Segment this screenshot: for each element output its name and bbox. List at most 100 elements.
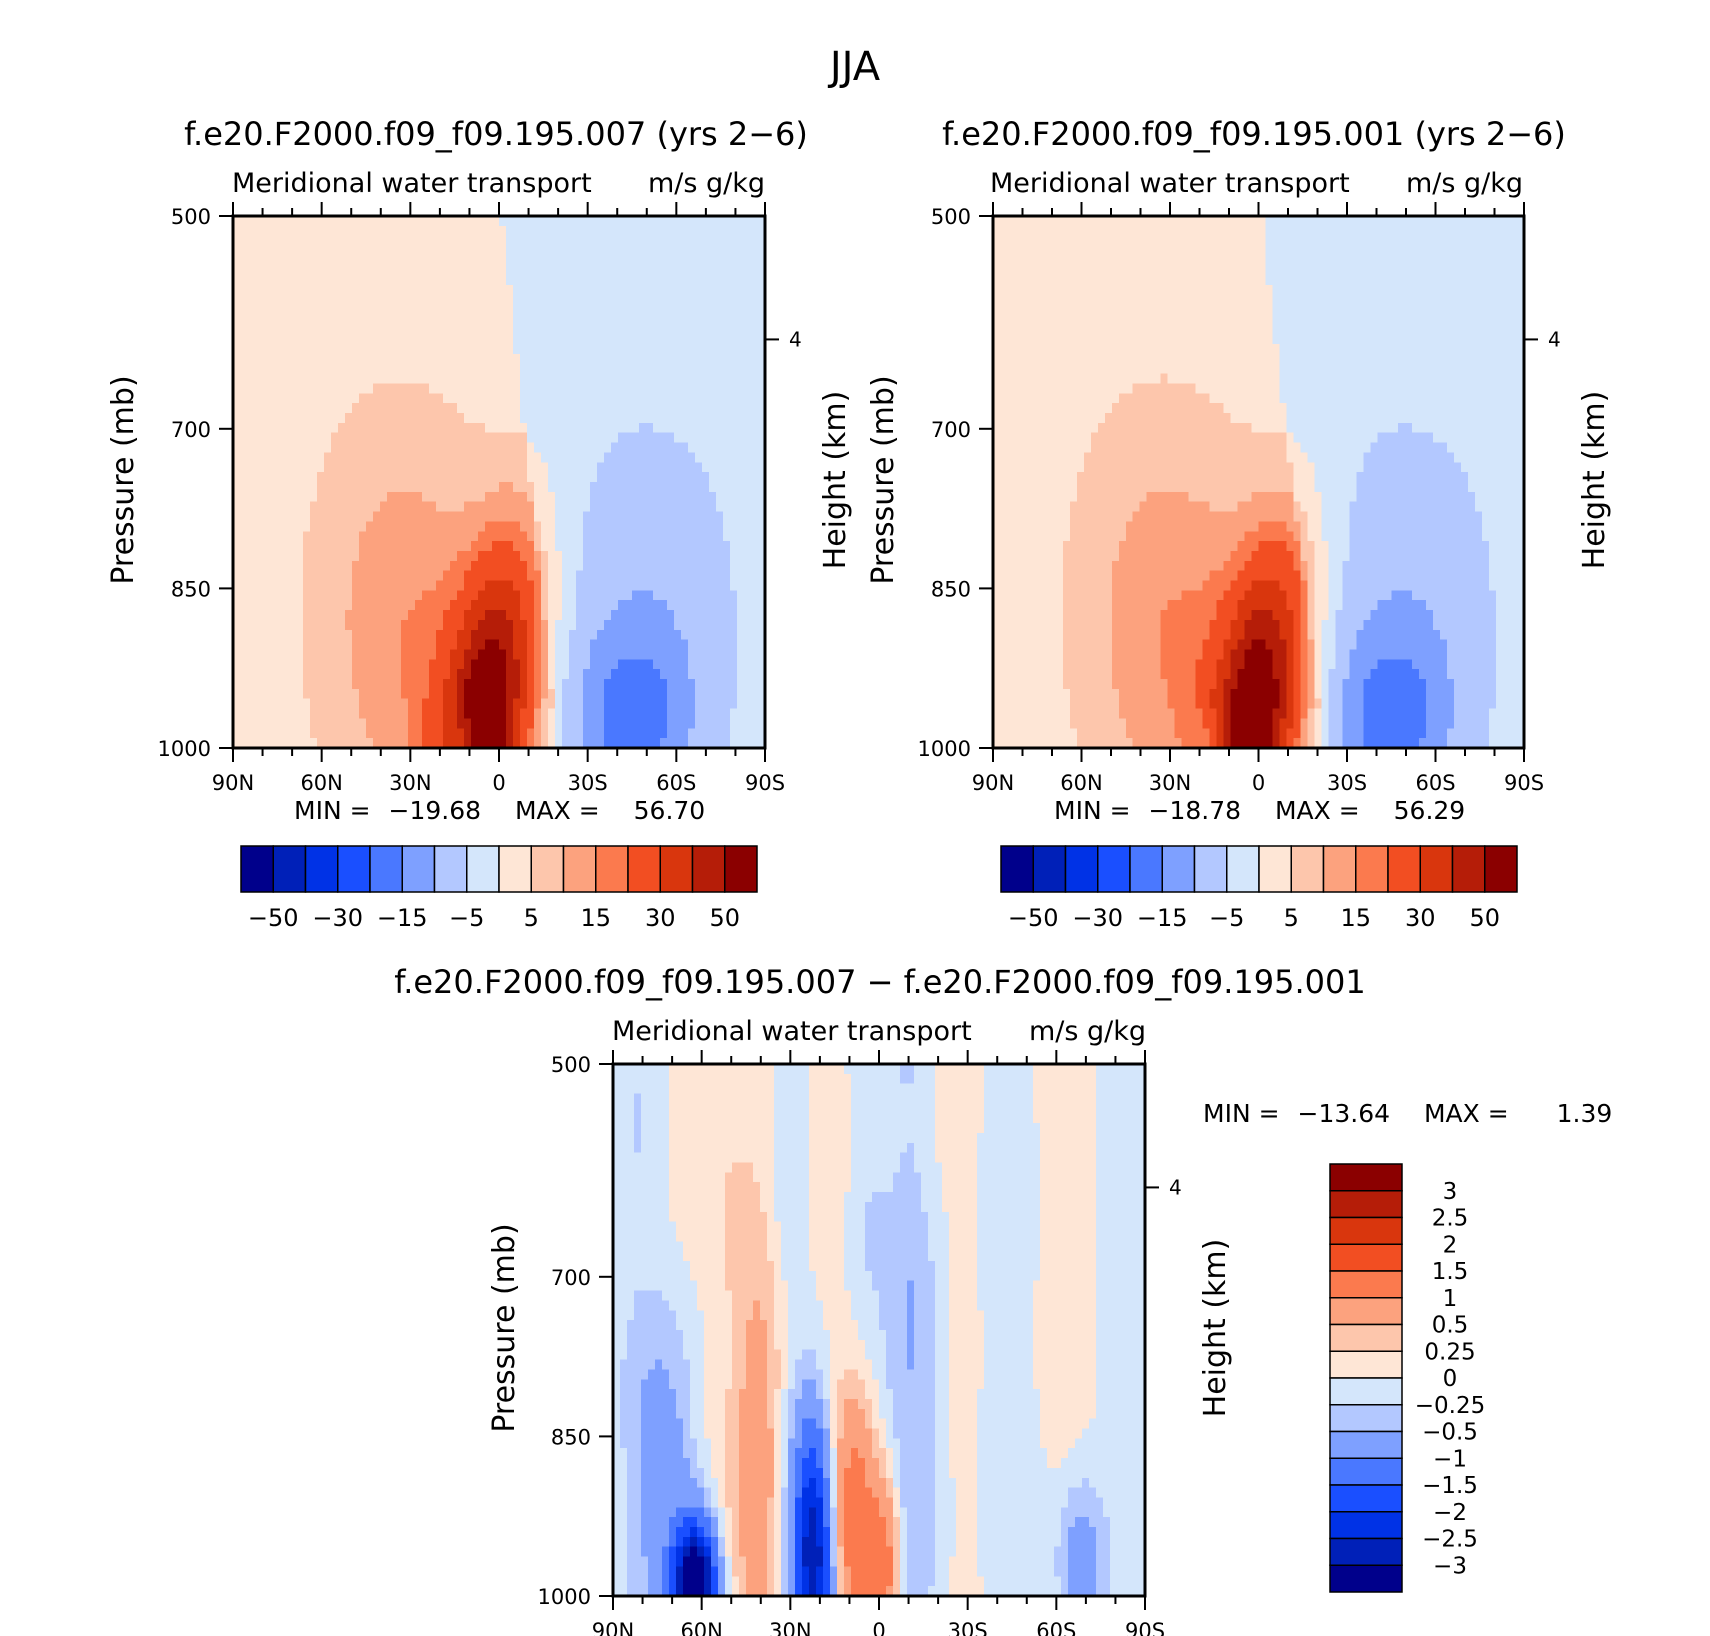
field-cell: [562, 216, 570, 227]
field-cell: [317, 462, 325, 473]
field-cell: [723, 314, 731, 325]
field-cell: [345, 245, 353, 257]
field-cell: [660, 353, 668, 365]
field-cell: [541, 521, 549, 532]
field-cell: [422, 649, 430, 660]
field-cell: [345, 738, 353, 749]
field-cell: [1202, 304, 1211, 316]
field-cell: [282, 629, 290, 641]
field-cell: [443, 324, 451, 335]
field-cell: [338, 580, 346, 591]
field-cell: [310, 600, 318, 611]
field-cell: [464, 482, 472, 493]
field-cell: [408, 255, 416, 266]
field-cell: [366, 738, 374, 749]
field-cell: [317, 570, 325, 582]
field-cell: [387, 679, 395, 690]
field-cell: [366, 462, 374, 473]
field-cell: [1083, 216, 1092, 227]
field-cell: [338, 610, 346, 621]
field-cell: [415, 304, 423, 316]
field-cell: [1391, 245, 1399, 257]
field-cell: [240, 334, 248, 345]
field-cell: [471, 413, 479, 424]
field-cell: [429, 629, 437, 641]
field-cell: [457, 255, 465, 266]
field-cell: [583, 373, 591, 385]
field-cell: [604, 698, 612, 710]
field-cell: [303, 432, 311, 444]
field-cell: [723, 432, 731, 444]
field-cell: [1062, 235, 1071, 247]
field-cell: [429, 531, 437, 542]
field-cell: [303, 294, 311, 306]
field-cell: [296, 304, 304, 316]
field-cell: [527, 353, 535, 365]
field-cell: [1496, 284, 1504, 296]
field-cell: [380, 482, 388, 493]
field-cell: [268, 383, 276, 394]
field-cell: [464, 304, 472, 316]
field-cell: [492, 639, 500, 651]
field-cell: [492, 600, 500, 611]
field-cell: [751, 462, 759, 473]
field-cell: [541, 363, 549, 375]
field-cell: [408, 580, 416, 591]
field-cell: [401, 432, 409, 444]
field-cell: [555, 363, 563, 375]
field-cell: [408, 639, 416, 651]
field-cell: [583, 531, 591, 542]
field-cell: [436, 344, 444, 355]
field-cell: [1517, 255, 1525, 266]
field-cell: [233, 284, 241, 296]
field-cell: [317, 235, 325, 247]
field-cell: [1223, 255, 1232, 266]
field-cell: [625, 619, 633, 631]
field-cell: [366, 521, 374, 532]
field-cell: [653, 432, 661, 444]
field-cell: [478, 738, 486, 749]
field-cell: [604, 619, 612, 631]
field-cell: [443, 422, 451, 434]
field-cell: [1293, 225, 1302, 237]
field-cell: [303, 216, 311, 227]
field-cell: [569, 393, 577, 404]
field-cell: [282, 619, 290, 631]
field-cell: [604, 265, 612, 276]
field-cell: [667, 265, 675, 276]
field-cell: [548, 265, 556, 276]
field-cell: [408, 452, 416, 463]
field-cell: [478, 383, 486, 394]
field-cell: [345, 619, 353, 631]
field-cell: [261, 659, 269, 670]
field-cell: [296, 314, 304, 325]
field-cell: [373, 413, 381, 424]
field-cell: [471, 659, 479, 670]
field-cell: [478, 482, 486, 493]
field-cell: [744, 284, 752, 296]
field-cell: [289, 462, 297, 473]
field-cell: [464, 688, 472, 700]
field-cell: [436, 383, 444, 394]
field-cell: [674, 669, 682, 680]
field-cell: [1433, 255, 1441, 266]
field-cell: [289, 669, 297, 680]
field-cell: [1517, 216, 1525, 227]
field-cell: [702, 393, 710, 404]
field-cell: [646, 363, 654, 375]
field-cell: [660, 511, 668, 523]
field-cell: [1328, 235, 1336, 247]
field-cell: [457, 610, 465, 621]
field-cell: [1251, 235, 1260, 247]
field-cell: [310, 275, 318, 286]
field-cell: [261, 245, 269, 257]
field-cell: [1167, 245, 1176, 257]
field-cell: [1475, 235, 1483, 247]
field-cell: [464, 541, 472, 552]
field-cell: [352, 422, 360, 434]
field-cell: [555, 353, 563, 365]
field-cell: [695, 728, 703, 739]
field-cell: [555, 393, 563, 404]
field-cell: [415, 570, 423, 582]
field-cell: [681, 334, 689, 345]
